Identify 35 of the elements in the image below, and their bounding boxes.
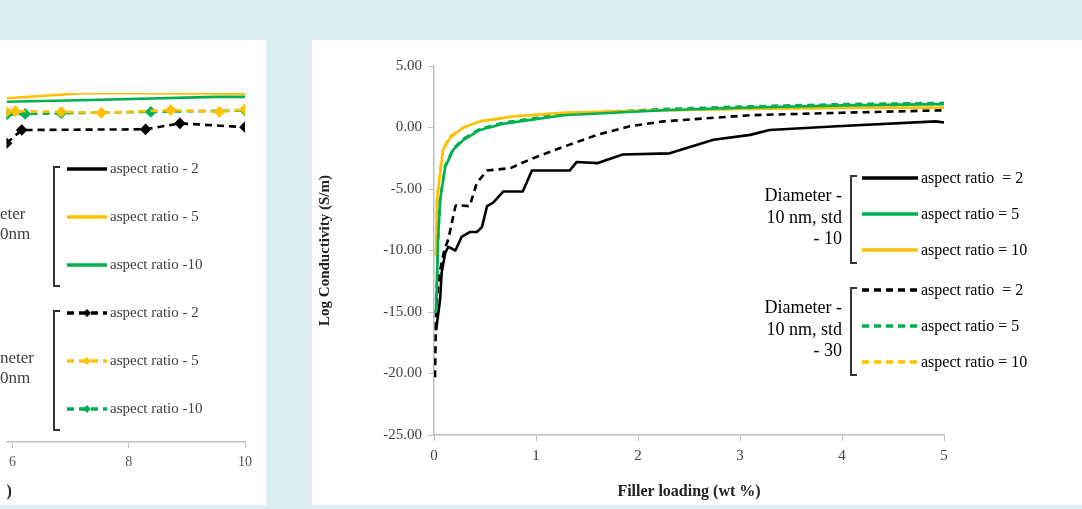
y-tick-label: 0.00 [395, 118, 422, 135]
legend-label: aspect ratio -10 [110, 400, 203, 417]
x-tick-label: 5 [940, 446, 948, 463]
x-tick-label: 10 [238, 454, 252, 470]
legend-label: aspect ratio - 5 [110, 208, 199, 225]
y-axis-title: Log Conductivity (S/m) [315, 175, 333, 326]
x-tick-label: 0 [430, 446, 438, 463]
legend-label: aspect ratio = 10 [921, 241, 1028, 259]
x-axis-title: Filler loading (wt %) [617, 481, 761, 500]
legend-label: aspect ratio -10 [110, 256, 203, 273]
legend-label: aspect ratio - 2 [110, 160, 199, 177]
x-tick-label: 1 [532, 446, 540, 463]
legend-label: aspect ratio - 5 [110, 352, 199, 369]
legend-label: aspect ratio - 2 [110, 304, 199, 321]
y-tick-label: -5.00 [390, 179, 422, 196]
x-tick-label: 3 [736, 446, 744, 463]
legend-label: aspect ratio = 5 [921, 205, 1020, 223]
legend-label: aspect ratio = 5 [921, 317, 1020, 335]
y-tick-label: -20.00 [383, 364, 422, 381]
y-tick-label: -25.00 [383, 425, 422, 442]
legend-label: aspect ratio = 10 [921, 353, 1028, 371]
x-tick-label: 8 [125, 454, 133, 470]
annotation: Diameter - 10 nm, std - 10 [763, 185, 842, 250]
annotation: Diameter - 10 nm, std - 30 [763, 297, 842, 362]
legend-label: aspect ratio = 2 [921, 169, 1024, 187]
legend-label: aspect ratio = 2 [921, 281, 1024, 299]
x-tick-label: 2 [634, 446, 642, 463]
x-tick-label: 4 [838, 446, 847, 463]
x-axis-title: ) [6, 481, 12, 500]
y-tick-label: 5.00 [395, 56, 422, 73]
x-tick-label: 6 [8, 454, 16, 470]
y-tick-label: -10.00 [383, 241, 422, 258]
annotation: eter 0nm [0, 204, 32, 245]
annotation: neter 0nm [0, 348, 35, 389]
y-tick-label: -15.00 [383, 302, 422, 319]
